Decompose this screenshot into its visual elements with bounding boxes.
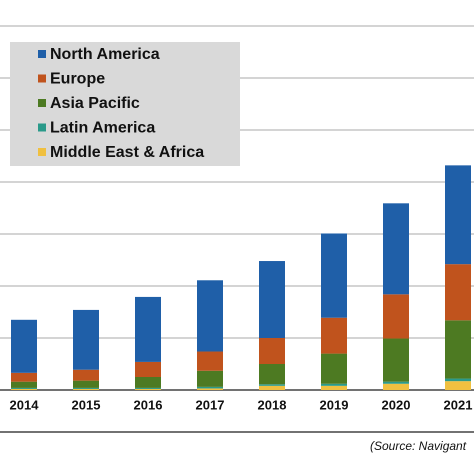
bar-segment: [73, 380, 99, 388]
bar-segment: [73, 369, 99, 381]
bar-segment: [383, 381, 409, 384]
x-tick-label: 2014: [10, 397, 40, 412]
bar-segment: [197, 351, 223, 371]
legend-label: Asia Pacific: [50, 95, 140, 112]
bar-segment: [135, 388, 161, 390]
bar-segment: [11, 372, 37, 382]
x-tick-label: 2017: [196, 397, 225, 412]
legend: North America Europe Asia Pacific Latin Ame…: [10, 42, 240, 166]
bar-segment: [11, 387, 37, 389]
bar-segment: [197, 386, 223, 389]
bar-segment: [11, 319, 37, 373]
bar-segment: [73, 309, 99, 370]
bar-segment: [445, 320, 471, 379]
legend-swatch: [38, 123, 46, 132]
legend-swatch: [38, 74, 46, 83]
legend-label: Latin America: [50, 120, 155, 137]
bar-segment: [11, 388, 37, 390]
bar-segment: [383, 203, 409, 295]
bar-segment: [445, 165, 471, 265]
bar-segment: [259, 338, 285, 364]
bar-segment: [321, 233, 347, 318]
bar-segment: [445, 381, 471, 390]
x-tick-label: 2016: [134, 397, 163, 412]
bar-segment: [383, 294, 409, 339]
bar-segment: [321, 383, 347, 386]
x-tick-label: 2020: [382, 397, 411, 412]
legend-swatch: [38, 99, 46, 107]
bar-segment: [259, 364, 285, 385]
bar-segment: [135, 296, 161, 362]
legend-box: [10, 42, 240, 166]
bar-segment: [197, 280, 223, 352]
bar-segment: [445, 378, 471, 382]
bar-segment: [321, 385, 347, 390]
x-tick-label: 2015: [72, 397, 101, 412]
bar-segment: [197, 388, 223, 390]
bar-segment: [73, 388, 99, 390]
bar-segment: [135, 361, 161, 377]
legend-label: Europe: [50, 71, 105, 88]
bar-segment: [321, 353, 347, 384]
bar-segment: [445, 264, 471, 321]
bar-segment: [259, 385, 285, 390]
bar-segment: [73, 387, 99, 389]
legend-swatch: [38, 50, 46, 58]
bar-segment: [259, 384, 285, 386]
x-tick-label: 2019: [320, 397, 349, 412]
source-note: (Source: Navigant: [370, 439, 467, 453]
legend-label: North America: [50, 46, 160, 63]
x-tick-label: 2021: [444, 397, 473, 412]
bar-segment: [135, 387, 161, 389]
bar-segment: [321, 317, 347, 354]
bar-segment: [11, 381, 37, 388]
x-tick-label: 2018: [258, 397, 287, 412]
legend-swatch: [38, 148, 46, 156]
bar-segment: [197, 370, 223, 387]
legend-label: Middle East & Africa: [50, 144, 204, 161]
bar-segment: [383, 338, 409, 382]
bar-segment: [383, 383, 409, 390]
bar-segment: [259, 261, 285, 338]
bar-segment: [135, 377, 161, 388]
